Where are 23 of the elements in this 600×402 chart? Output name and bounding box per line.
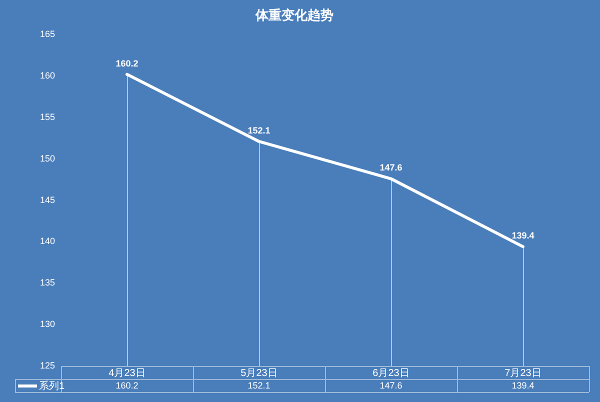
- y-tick-label: 135: [40, 278, 55, 288]
- y-tick-label: 130: [40, 319, 55, 330]
- x-tick-label: 4月23日: [108, 368, 146, 379]
- annotation: 160.2: [116, 58, 138, 68]
- data-label: 152.1: [248, 380, 270, 390]
- y-tick-label: 150: [40, 153, 55, 164]
- annotation: 147.6: [380, 162, 402, 173]
- data-label: 139.4: [512, 380, 534, 390]
- x-tick-label: 6月23日: [372, 368, 410, 379]
- y-tick-label: 145: [40, 194, 55, 205]
- x-tick-label: 7月23日: [504, 368, 542, 379]
- y-tick-label: 160: [40, 70, 55, 81]
- y-tick-label: 155: [40, 112, 55, 122]
- y-tick-label: 140: [40, 236, 55, 246]
- annotation: 139.4: [512, 230, 534, 241]
- legend-label: 系列1: [39, 380, 65, 392]
- data-label: 160.2: [116, 380, 138, 390]
- y-tick-label: 165: [40, 29, 55, 40]
- x-tick-label: 5月23日: [240, 368, 278, 379]
- annotation: 152.1: [248, 125, 270, 136]
- chart-title: 体重变化趋势: [254, 7, 334, 22]
- data-label: 147.6: [380, 380, 402, 390]
- y-tick-label: 125: [40, 360, 55, 370]
